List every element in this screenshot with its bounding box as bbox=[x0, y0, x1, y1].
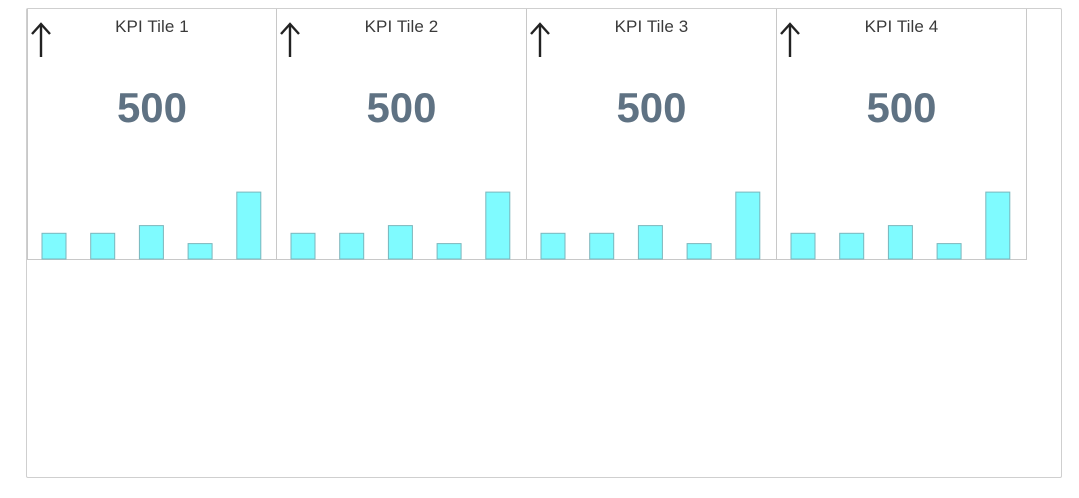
kpi-bar bbox=[436, 243, 462, 260]
kpi-value: 500 bbox=[866, 84, 937, 131]
kpi-bar bbox=[936, 243, 962, 260]
kpi-bar bbox=[887, 225, 913, 260]
kpi-bar bbox=[290, 232, 316, 260]
kpi-bar bbox=[735, 191, 761, 260]
kpi-bar bbox=[339, 232, 365, 260]
arrow-up-icon bbox=[280, 22, 300, 57]
kpi-bar bbox=[236, 191, 262, 260]
kpi-bar bbox=[637, 225, 663, 260]
kpi-bar bbox=[985, 191, 1011, 260]
kpi-tile-title: KPI Tile 1 bbox=[115, 17, 189, 36]
kpi-tile[interactable]: KPI Tile 1 500 bbox=[27, 9, 277, 260]
kpi-value: 500 bbox=[366, 84, 437, 131]
kpi-bar bbox=[485, 191, 511, 260]
kpi-bar bbox=[387, 225, 413, 260]
kpi-bar-chart bbox=[41, 191, 262, 260]
kpi-bar-chart bbox=[290, 191, 511, 260]
kpi-value: 500 bbox=[616, 84, 687, 131]
kpi-tile[interactable]: KPI Tile 4 500 bbox=[777, 9, 1027, 260]
kpi-tile-row: KPI Tile 1 500 KPI Tile 2 500 KPI Tile 3… bbox=[27, 9, 1029, 260]
kpi-bar bbox=[790, 232, 816, 260]
kpi-bar bbox=[686, 243, 712, 260]
kpi-tile-title: KPI Tile 2 bbox=[364, 17, 439, 36]
kpi-bar bbox=[90, 232, 116, 260]
kpi-bar-chart bbox=[790, 191, 1011, 260]
kpi-tile-title: KPI Tile 3 bbox=[614, 17, 689, 36]
kpi-bar bbox=[589, 232, 615, 260]
kpi-value: 500 bbox=[116, 84, 188, 131]
kpi-bar bbox=[187, 243, 213, 260]
kpi-bar bbox=[839, 232, 865, 260]
kpi-bar bbox=[138, 225, 164, 260]
kpi-bar-chart bbox=[540, 191, 761, 260]
kpi-tile-title: KPI Tile 4 bbox=[864, 17, 939, 36]
arrow-up-icon bbox=[530, 22, 550, 57]
arrow-up-icon bbox=[31, 22, 51, 57]
kpi-bar bbox=[41, 232, 67, 260]
kpi-tile[interactable]: KPI Tile 3 500 bbox=[527, 9, 777, 260]
arrow-up-icon bbox=[780, 22, 800, 57]
kpi-bar bbox=[540, 232, 566, 260]
kpi-tile[interactable]: KPI Tile 2 500 bbox=[277, 9, 527, 260]
